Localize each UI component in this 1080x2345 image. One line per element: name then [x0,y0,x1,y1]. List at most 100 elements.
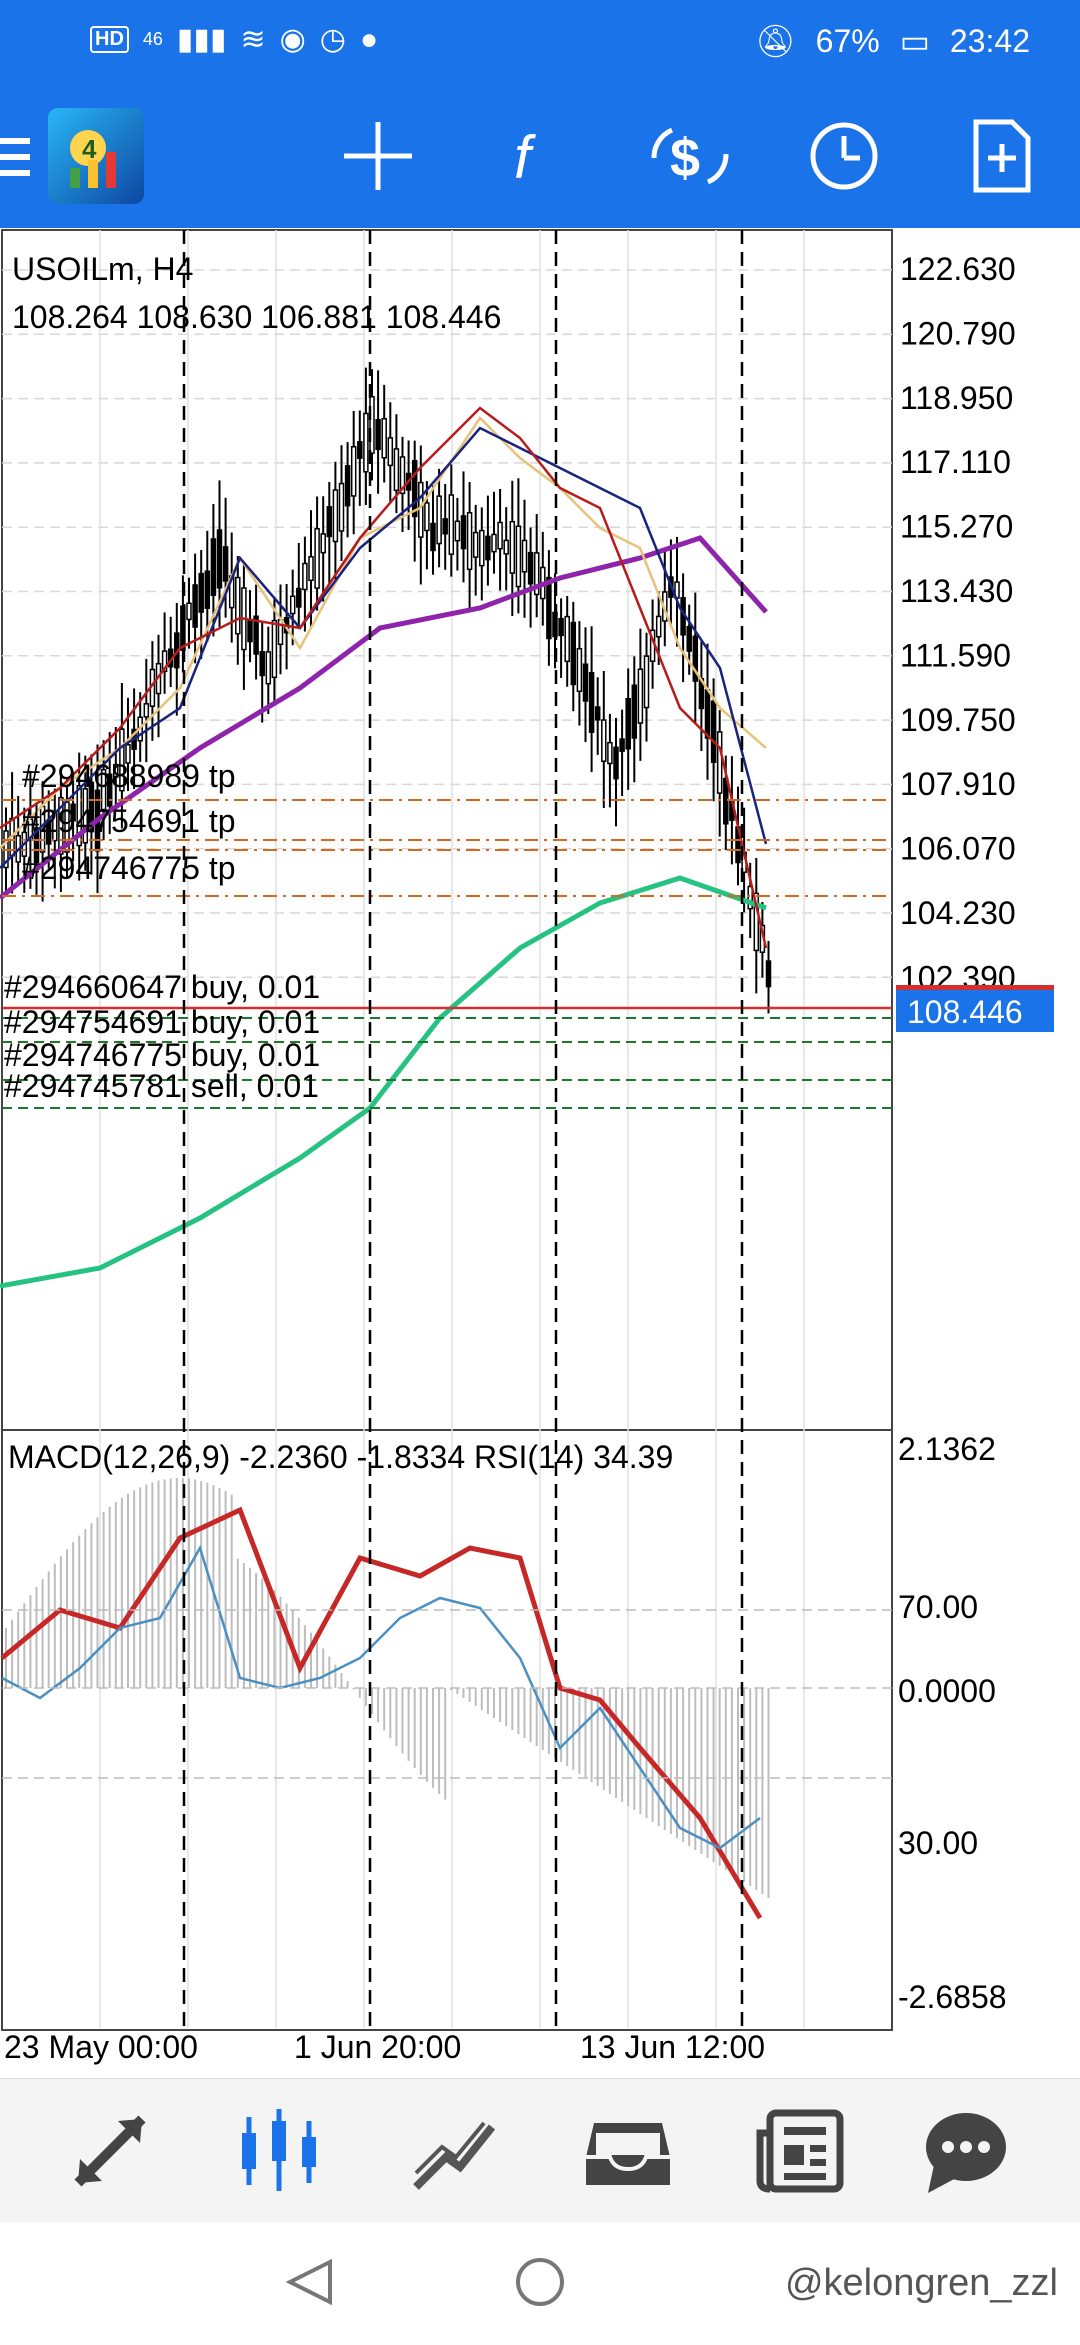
candle-body [320,533,326,554]
candle-body [418,481,424,538]
candle-body [631,684,638,739]
ma-purple-line [0,535,768,900]
price-axis-label: 115.270 [900,509,1013,545]
candle-body [235,576,241,635]
candle-body [296,587,302,608]
candle-body [70,803,76,822]
price-chart[interactable]: USOILm, H4 108.264 108.630 106.881 108.4… [0,228,1080,2078]
trade-button[interactable]: $ [648,118,729,194]
indicator-axis-label: -2.6858 [898,1979,1007,2015]
candle-body [198,572,204,613]
candle-body [302,562,308,591]
indicators-button[interactable]: f [496,118,572,194]
indicator-axis: 2.1362 70.00 0.0000 30.00 -2.6858 [898,1431,1007,2015]
news-tab[interactable] [752,2103,848,2199]
new-order-button[interactable] [964,118,1040,194]
order-lines [2,799,892,1109]
time-axis-label: 1 Jun 20:00 [294,2029,461,2065]
order-label: #294688989 tp [22,758,236,794]
candle-body [204,570,211,609]
indicator-axis-label: 30.00 [898,1825,978,1861]
candle-body [100,769,107,811]
moving-averages [0,406,768,1289]
battery-icon: ▭ [899,23,930,59]
candle-body [613,746,619,780]
price-axis-label: 104.230 [900,895,1016,931]
candle-body [369,395,375,454]
candle-body [472,531,479,558]
home-icon[interactable] [516,2258,564,2306]
chart-tab[interactable] [232,2103,328,2199]
chart-area[interactable]: USOILm, H4 108.264 108.630 106.881 108.4… [0,228,1080,2078]
indicator-pane-frame [1,1429,893,2031]
candle-body [594,706,601,721]
quotes-tab[interactable] [62,2103,158,2199]
news-icon [756,2109,844,2193]
candle-body [454,520,461,542]
current-price-tag [896,988,1054,1032]
order-label: #294746775 tp [22,850,236,886]
trade-tab[interactable] [406,2103,502,2199]
metatrader-logo[interactable]: 4 [48,108,144,204]
candlestick-icon [242,2109,316,2191]
time-axis-label: 13 Jun 12:00 [580,2029,765,2065]
candle-body [436,495,442,545]
price-axis: 122.630 120.790 118.950 117.110 115.270 113.4… [900,251,1016,995]
candle-body [716,731,723,794]
candle-body [82,788,89,844]
candle-body [314,528,320,589]
candle-body [33,827,40,863]
grid [2,230,892,2028]
candle-body [222,546,229,582]
logo-graphic: 4 [70,130,116,188]
signal-icon: ▮▮▮ [176,23,227,56]
macd-histogram [0,1478,892,1920]
candle-body [509,520,516,574]
candle-body [601,719,607,762]
candle-body [161,650,168,673]
back-icon[interactable] [285,2258,332,2306]
ma-navy-line [0,426,768,869]
candle-body [375,418,381,451]
wifi-icon: ≋ [240,23,266,56]
history-tab[interactable] [580,2103,676,2199]
candle-body [515,525,522,588]
ma-green-line [0,875,767,1289]
battery-percent: 67% [815,22,880,59]
symbol-label: USOILm, H4 [12,251,193,287]
candle-body [271,619,278,679]
price-axis-label: 122.630 [900,251,1016,287]
new-document-icon [973,119,1031,193]
price-axis-label: 107.910 [900,766,1016,802]
candle-body [686,625,692,652]
top-toolbar: 4 f $ [0,84,1080,228]
eye-icon: ◉ [279,23,306,56]
candle-body [326,506,333,538]
order-label: #294660647 buy, 0.01 [4,969,320,1005]
candle-body [527,551,534,585]
svg-text:$: $ [670,128,700,188]
candle-body [491,533,497,553]
clock-icon [810,122,878,190]
candle-body [460,515,467,550]
candle-body [619,738,625,752]
candle-body [521,539,528,573]
candle-body [411,459,418,518]
trade-icon: $ [651,127,729,188]
system-nav-graphic [285,2258,564,2306]
candle-body [607,741,613,765]
macd-signal-line [0,1506,763,1920]
time-axis: 23 May 00:00 1 Jun 20:00 13 Jun 12:00 [4,2029,765,2065]
chat-tab[interactable] [918,2103,1014,2199]
candle-body [52,810,58,842]
menu-icon[interactable] [0,138,30,176]
crosshair-button[interactable] [340,118,416,194]
candle-body [479,529,485,567]
svg-text:f: f [514,124,536,191]
candle-body [381,417,387,459]
candle-body [710,700,717,763]
candle-body [558,617,564,637]
candle-body [765,960,772,988]
time-axis-label: 23 May 00:00 [4,2029,198,2065]
timeframe-button[interactable] [806,118,882,194]
